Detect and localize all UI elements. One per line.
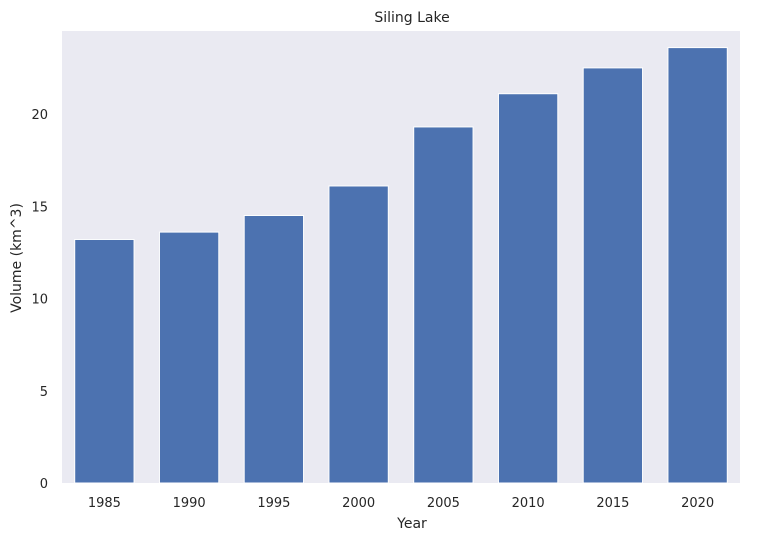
x-tick-label: 2005 bbox=[427, 496, 460, 511]
y-axis-label: Volume (km^3) bbox=[9, 203, 25, 313]
y-tick-label: 10 bbox=[31, 293, 48, 308]
x-tick-label: 2000 bbox=[342, 496, 375, 511]
y-tick-label: 20 bbox=[31, 108, 48, 123]
x-tick-label: 2015 bbox=[596, 496, 629, 511]
bar-2000 bbox=[328, 185, 389, 484]
x-tick-label: 1990 bbox=[173, 496, 206, 511]
x-axis-label: Year bbox=[396, 516, 427, 532]
bar-2020 bbox=[667, 47, 728, 484]
y-tick-labels: 0 5 10 15 20 bbox=[31, 108, 48, 492]
x-tick-label: 2010 bbox=[512, 496, 545, 511]
bar-1985 bbox=[74, 238, 135, 484]
y-tick-label: 15 bbox=[31, 200, 48, 215]
bar-1990 bbox=[158, 231, 220, 484]
x-tick-labels: 1985 1990 1995 2000 2005 2010 2015 2020 bbox=[88, 496, 714, 511]
bar-2010 bbox=[497, 93, 559, 484]
chart-title: Siling Lake bbox=[374, 10, 449, 26]
y-tick-label: 5 bbox=[40, 385, 48, 400]
x-tick-label: 1995 bbox=[257, 496, 290, 511]
bar-1995 bbox=[243, 214, 305, 484]
y-tick-label: 0 bbox=[40, 477, 48, 492]
bar-2015 bbox=[582, 67, 644, 484]
bars-group bbox=[74, 47, 728, 484]
x-tick-label: 2020 bbox=[681, 496, 714, 511]
bar-2005 bbox=[413, 126, 474, 484]
x-tick-label: 1985 bbox=[88, 496, 121, 511]
